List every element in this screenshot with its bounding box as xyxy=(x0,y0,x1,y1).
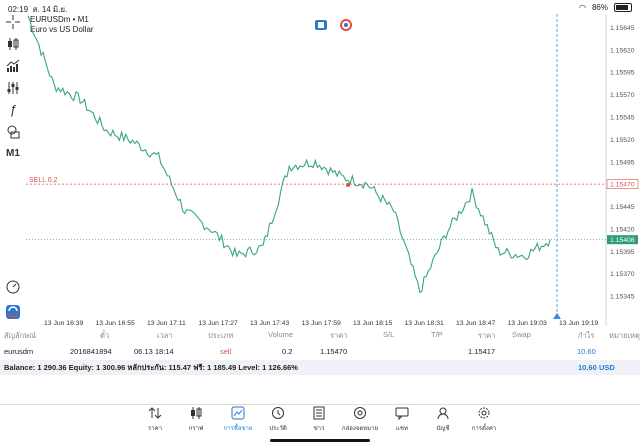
chart-toolbar: ƒ M1 xyxy=(0,14,26,326)
header-tp: T/P xyxy=(431,330,443,339)
wifi-icon: ◠ xyxy=(579,3,586,12)
nav-chart[interactable]: กราฟ xyxy=(176,406,216,433)
crosshair-handle-icon[interactable] xyxy=(553,313,561,319)
sell-quick-button[interactable] xyxy=(315,20,327,30)
x-tick-label: 13 Jun 16:55 xyxy=(96,320,136,326)
function-icon[interactable]: ƒ xyxy=(9,102,17,117)
trade-icon xyxy=(231,406,245,420)
x-tick-label: 13 Jun 19:03 xyxy=(508,320,548,326)
nav-quotes[interactable]: ราคา xyxy=(135,406,175,433)
y-tick-label: 1.15395 xyxy=(610,249,635,256)
chat-icon xyxy=(395,407,409,420)
position-open-price: 1.15470 xyxy=(320,347,348,356)
price-series-line xyxy=(27,15,551,294)
header-sl: S/L xyxy=(383,330,395,339)
header-volume: Volume xyxy=(268,330,294,339)
position-symbol: eurusdm xyxy=(4,347,34,356)
header-comment: หมายเหตุ xyxy=(609,331,640,340)
symbol-name: EURUSDm • M1 xyxy=(30,15,89,24)
price-chart[interactable]: 1.15645 1.15620 1.15595 1.15570 1.15545 1.155… xyxy=(26,14,640,326)
x-tick-label: 13 Jun 18:47 xyxy=(456,320,496,326)
header-swap: Swap xyxy=(512,330,531,339)
battery-percent: 86% xyxy=(591,3,608,12)
balance-text: Balance: 1 290.36 Equity: 1 300.96 หลักป… xyxy=(4,363,298,372)
candlestick-icon[interactable] xyxy=(5,36,21,52)
x-tick-label: 13 Jun 17:27 xyxy=(199,320,239,326)
header-current-price: ราคา xyxy=(478,331,496,340)
one-click-trading-icon[interactable] xyxy=(5,304,21,320)
trade-entry-marker xyxy=(346,183,350,187)
x-tick-label: 13 Jun 16:39 xyxy=(44,320,84,326)
y-axis: 1.15645 1.15620 1.15595 1.15570 1.15545 1.155… xyxy=(610,25,635,301)
timeframe-button[interactable]: M1 xyxy=(6,148,20,159)
gear-icon xyxy=(478,407,490,419)
y-tick-label: 1.15645 xyxy=(610,25,635,32)
symbol-info: EURUSDm • M1 Euro vs US Dollar xyxy=(30,15,94,35)
x-tick-label: 13 Jun 19:19 xyxy=(559,320,599,326)
order-label: SELL 0.2 xyxy=(29,177,58,184)
header-type: ประเภท xyxy=(208,331,234,340)
position-time: 06.13 18:14 xyxy=(134,347,174,356)
position-current-price: 1.15417 xyxy=(468,347,496,356)
position-type: sell xyxy=(220,347,232,356)
header-price: ราคา xyxy=(330,331,348,340)
account-icon xyxy=(437,407,449,420)
y-tick-label: 1.15620 xyxy=(610,47,635,54)
position-ticket: 2016841894 xyxy=(70,347,112,356)
total-profit: 10.60 xyxy=(578,363,597,372)
crosshair-icon[interactable] xyxy=(5,14,21,30)
header-ticket: ตั๋ว xyxy=(100,331,110,340)
x-tick-label: 13 Jun 17:11 xyxy=(147,320,186,326)
nav-history[interactable]: ประวัติ xyxy=(258,406,298,433)
y-tick-label: 1.15445 xyxy=(610,204,635,211)
currency: USD xyxy=(599,363,615,372)
y-tick-label: 1.15520 xyxy=(610,137,635,144)
svg-text:1.15408: 1.15408 xyxy=(610,237,635,244)
status-date: ส. 14 มิ.ย. xyxy=(32,5,68,14)
y-tick-label: 1.15495 xyxy=(610,159,635,166)
header-profit: กำไร xyxy=(578,331,595,340)
svg-text:1.15470: 1.15470 xyxy=(610,181,635,188)
nav-trade[interactable]: การซื้อขาย xyxy=(218,406,258,433)
history-icon xyxy=(272,407,284,419)
symbol-description: Euro vs US Dollar xyxy=(30,25,94,34)
x-tick-label: 13 Jun 18:31 xyxy=(405,320,445,326)
objects-icon[interactable] xyxy=(5,124,21,140)
quotes-icon xyxy=(148,407,162,419)
account-summary: Balance: 1 290.36 Equity: 1 300.96 หลักป… xyxy=(0,360,640,375)
indicators-icon[interactable] xyxy=(5,58,21,74)
y-tick-label: 1.15420 xyxy=(610,226,635,233)
y-tick-label: 1.15370 xyxy=(610,271,635,278)
x-tick-label: 13 Jun 17:59 xyxy=(302,320,342,326)
header-symbol: สัญลักษณ์ xyxy=(4,331,37,340)
status-bar: 02:19 ส. 14 มิ.ย. ◠ 86% xyxy=(0,0,640,14)
home-indicator xyxy=(270,439,370,442)
buy-quick-button[interactable] xyxy=(340,19,352,31)
position-volume: 0.2 xyxy=(282,347,293,356)
nav-chat[interactable]: แชท xyxy=(382,406,422,433)
header-time: เวลา xyxy=(157,331,173,340)
price-points xyxy=(27,15,552,293)
x-tick-label: 13 Jun 18:15 xyxy=(353,320,393,326)
mail-at-icon xyxy=(354,407,366,419)
order-price-tag: 1.15470 xyxy=(606,179,639,189)
status-time: 02:19 xyxy=(8,5,29,14)
speedometer-icon[interactable] xyxy=(5,279,21,295)
nav-settings[interactable]: การตั้งค่า xyxy=(464,406,504,433)
battery-icon xyxy=(614,3,632,12)
position-profit: 10.60 xyxy=(577,347,596,356)
y-tick-label: 1.15545 xyxy=(610,114,635,121)
news-icon xyxy=(313,406,325,420)
x-tick-label: 13 Jun 17:43 xyxy=(250,320,290,326)
y-tick-label: 1.15595 xyxy=(610,70,635,77)
current-price-tag: 1.15408 xyxy=(607,235,638,245)
nav-accounts[interactable]: บัญชี xyxy=(423,406,463,433)
y-tick-label: 1.15570 xyxy=(610,92,635,99)
nav-mailbox[interactable]: กล่องจดหมาย xyxy=(340,406,380,433)
x-axis: 13 Jun 16:39 13 Jun 16:55 13 Jun 17:11 13 J… xyxy=(44,320,599,326)
chart-candles-icon xyxy=(191,407,202,419)
settings-sliders-icon[interactable] xyxy=(5,80,21,96)
y-tick-label: 1.15345 xyxy=(610,294,635,301)
nav-news[interactable]: ข่าว xyxy=(299,406,339,433)
